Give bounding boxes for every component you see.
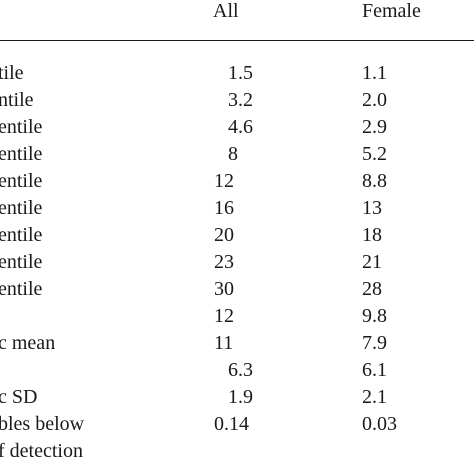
cell-all: 0.14	[214, 413, 249, 435]
cell-female: 21	[362, 251, 382, 273]
row-label: c mean	[0, 332, 56, 354]
row-label: f detection	[0, 440, 83, 462]
cell-all: 23	[214, 251, 234, 273]
table-row: c mean 11 7.9	[0, 331, 474, 358]
cell-female: 18	[362, 224, 382, 246]
row-label: entile	[0, 116, 43, 138]
cell-female: 13	[362, 197, 382, 219]
cell-female: 2.9	[362, 116, 387, 138]
column-header-female: Female	[362, 0, 421, 22]
cell-female: 2.1	[362, 386, 387, 408]
row-label: tile	[0, 62, 24, 84]
row-label: entile	[0, 224, 43, 246]
header-rule	[0, 40, 474, 41]
table-row: entile 4.6 2.9	[0, 115, 474, 142]
cell-female: 2.0	[362, 89, 387, 111]
table-row: entile 12 8.8	[0, 169, 474, 196]
table-row: entile 20 18	[0, 223, 474, 250]
cell-all: 12	[214, 170, 234, 192]
cell-all: 16	[214, 197, 234, 219]
table-row: f detection	[0, 439, 474, 466]
cell-female: 28	[362, 278, 382, 300]
row-label: entile	[0, 197, 43, 219]
cell-all: 20	[214, 224, 234, 246]
cell-female: 7.9	[362, 332, 387, 354]
table-row: entile 16 13	[0, 196, 474, 223]
cell-female: 6.1	[362, 359, 387, 381]
cell-all: 3.2	[228, 89, 253, 111]
table-header: All Female	[0, 0, 474, 40]
cell-all: 12	[214, 305, 234, 327]
cell-female: 1.1	[362, 62, 387, 84]
table-row: ntile 3.2 2.0	[0, 88, 474, 115]
row-label: entile	[0, 170, 43, 192]
row-label: ntile	[0, 89, 34, 111]
row-label: c SD	[0, 386, 38, 408]
cell-all: 8	[228, 143, 238, 165]
cell-all: 4.6	[228, 116, 253, 138]
row-label: entile	[0, 143, 43, 165]
table-row: 12 9.8	[0, 304, 474, 331]
row-label: bles below	[0, 413, 85, 435]
table-row: bles below 0.14 0.03	[0, 412, 474, 439]
cell-all: 11	[214, 332, 234, 354]
table-row: entile 30 28	[0, 277, 474, 304]
table-row: c SD 1.9 2.1	[0, 385, 474, 412]
cell-all: 1.5	[228, 62, 253, 84]
cell-female: 0.03	[362, 413, 397, 435]
cell-female: 8.8	[362, 170, 387, 192]
row-label: entile	[0, 251, 43, 273]
table-row: tile 1.5 1.1	[0, 61, 474, 88]
cell-all: 6.3	[228, 359, 253, 381]
row-label: entile	[0, 278, 43, 300]
table-row: entile 8 5.2	[0, 142, 474, 169]
cell-female: 5.2	[362, 143, 387, 165]
cell-all: 30	[214, 278, 234, 300]
cell-female: 9.8	[362, 305, 387, 327]
cell-all: 1.9	[228, 386, 253, 408]
table-row: entile 23 21	[0, 250, 474, 277]
table-row: 6.3 6.1	[0, 358, 474, 385]
column-header-all: All	[213, 0, 239, 22]
